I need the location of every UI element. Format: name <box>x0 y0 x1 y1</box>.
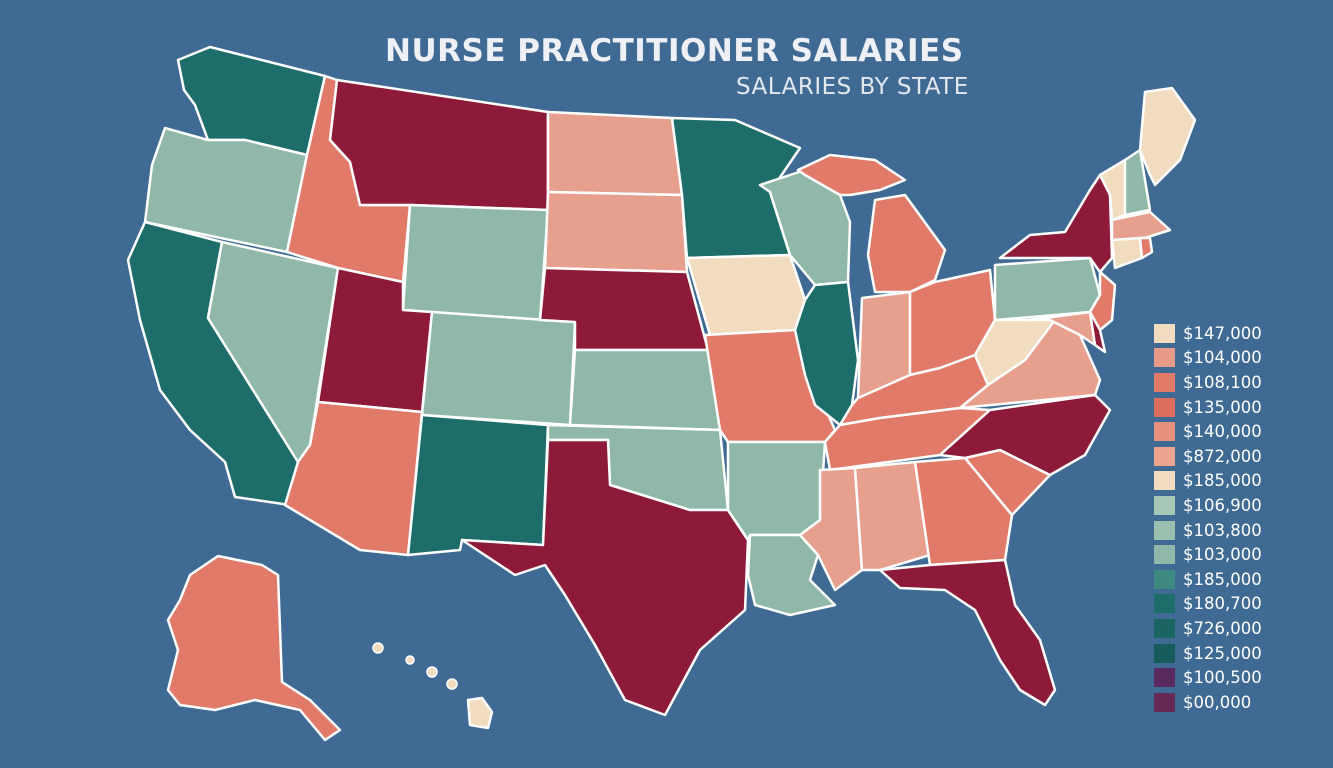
kansas-state <box>568 348 722 432</box>
legend-value: $726,000 <box>1183 618 1262 638</box>
legend-item: $185,000 <box>1154 469 1262 494</box>
legend-swatch <box>1154 397 1175 417</box>
legend-value: $100,500 <box>1183 668 1262 688</box>
legend-value: $180,700 <box>1183 594 1262 614</box>
illinois-state <box>793 280 860 427</box>
alaska-state <box>166 554 342 742</box>
legend-item: $147,000 <box>1154 321 1262 346</box>
legend-swatch <box>1154 643 1175 663</box>
legend-item: $135,000 <box>1154 395 1262 420</box>
colorado-state <box>420 310 577 427</box>
texas-state <box>460 438 750 717</box>
michigan-lower-state <box>866 193 947 294</box>
maine-state <box>1138 86 1197 187</box>
montana-state <box>328 78 550 212</box>
legend-value: $140,000 <box>1183 422 1262 442</box>
legend-value: $185,000 <box>1183 471 1262 491</box>
legend-swatch <box>1154 323 1175 343</box>
legend-value: $00,000 <box>1183 692 1252 712</box>
north-carolina-state <box>938 393 1112 477</box>
legend-value: $135,000 <box>1183 397 1262 417</box>
legend-item: $872,000 <box>1154 444 1262 469</box>
legend-item: $104,000 <box>1154 346 1262 371</box>
legend-item: $100,500 <box>1154 665 1262 690</box>
north-dakota-state <box>546 110 684 197</box>
legend-value: $125,000 <box>1183 643 1262 663</box>
legend-swatch <box>1154 495 1175 515</box>
connecticut-state <box>1110 236 1144 270</box>
legend-swatch <box>1154 692 1175 712</box>
delaware-state <box>1088 310 1107 354</box>
map-subtitle: SALARIES BY STATE <box>736 74 969 100</box>
salary-legend: $147,000 $104,000 $108,100 $135,000 $140,000… <box>1154 321 1262 715</box>
legend-item: $106,900 <box>1154 493 1262 518</box>
rhode-island-state <box>1138 236 1154 260</box>
legend-swatch <box>1154 471 1175 491</box>
legend-item: $103,000 <box>1154 542 1262 567</box>
legend-item: $103,800 <box>1154 518 1262 543</box>
legend-item: $726,000 <box>1154 616 1262 641</box>
legend-item: $140,000 <box>1154 419 1262 444</box>
iowa-state <box>685 253 807 337</box>
legend-value: $103,000 <box>1183 545 1262 565</box>
legend-swatch <box>1154 520 1175 540</box>
legend-item: $108,100 <box>1154 370 1262 395</box>
legend-value: $147,000 <box>1183 323 1262 343</box>
massachusetts-state <box>1110 210 1172 242</box>
new-hampshire-state <box>1123 148 1152 217</box>
legend-swatch <box>1154 618 1175 638</box>
legend-swatch <box>1154 545 1175 565</box>
legend-swatch <box>1154 569 1175 589</box>
alabama-state <box>853 460 932 572</box>
legend-swatch <box>1154 372 1175 392</box>
legend-value: $108,100 <box>1183 372 1262 392</box>
legend-value: $185,000 <box>1183 569 1262 589</box>
florida-state <box>878 558 1057 707</box>
legend-swatch <box>1154 446 1175 466</box>
legend-item: $185,000 <box>1154 567 1262 592</box>
wyoming-state <box>401 203 550 322</box>
legend-item: $125,000 <box>1154 641 1262 666</box>
hawaii-small-islands <box>372 642 458 690</box>
legend-item: $180,700 <box>1154 592 1262 617</box>
michigan-upper-state <box>796 153 907 197</box>
legend-item: $00,000 <box>1154 690 1262 715</box>
pennsylvania-state <box>993 256 1102 322</box>
georgia-state <box>913 456 1014 567</box>
legend-swatch <box>1154 594 1175 614</box>
legend-value: $103,800 <box>1183 520 1262 540</box>
new-york-state <box>998 173 1114 274</box>
hawaii-state <box>466 696 494 730</box>
arkansas-state <box>726 440 827 542</box>
new-mexico-state <box>406 413 550 557</box>
legend-swatch <box>1154 668 1175 688</box>
map-title: NURSE PRACTITIONER SALARIES <box>385 33 964 69</box>
legend-value: $106,900 <box>1183 495 1262 515</box>
south-dakota-state <box>543 190 689 274</box>
legend-value: $872,000 <box>1183 446 1262 466</box>
legend-value: $104,000 <box>1183 348 1262 368</box>
legend-swatch <box>1154 348 1175 368</box>
maryland-state <box>1028 310 1097 347</box>
legend-swatch <box>1154 422 1175 442</box>
